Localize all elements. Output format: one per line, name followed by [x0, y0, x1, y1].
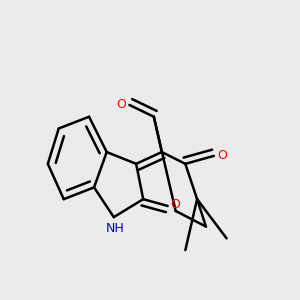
- Text: NH: NH: [106, 221, 124, 235]
- Text: O: O: [116, 98, 126, 111]
- Text: O: O: [171, 198, 181, 211]
- Text: O: O: [217, 149, 227, 162]
